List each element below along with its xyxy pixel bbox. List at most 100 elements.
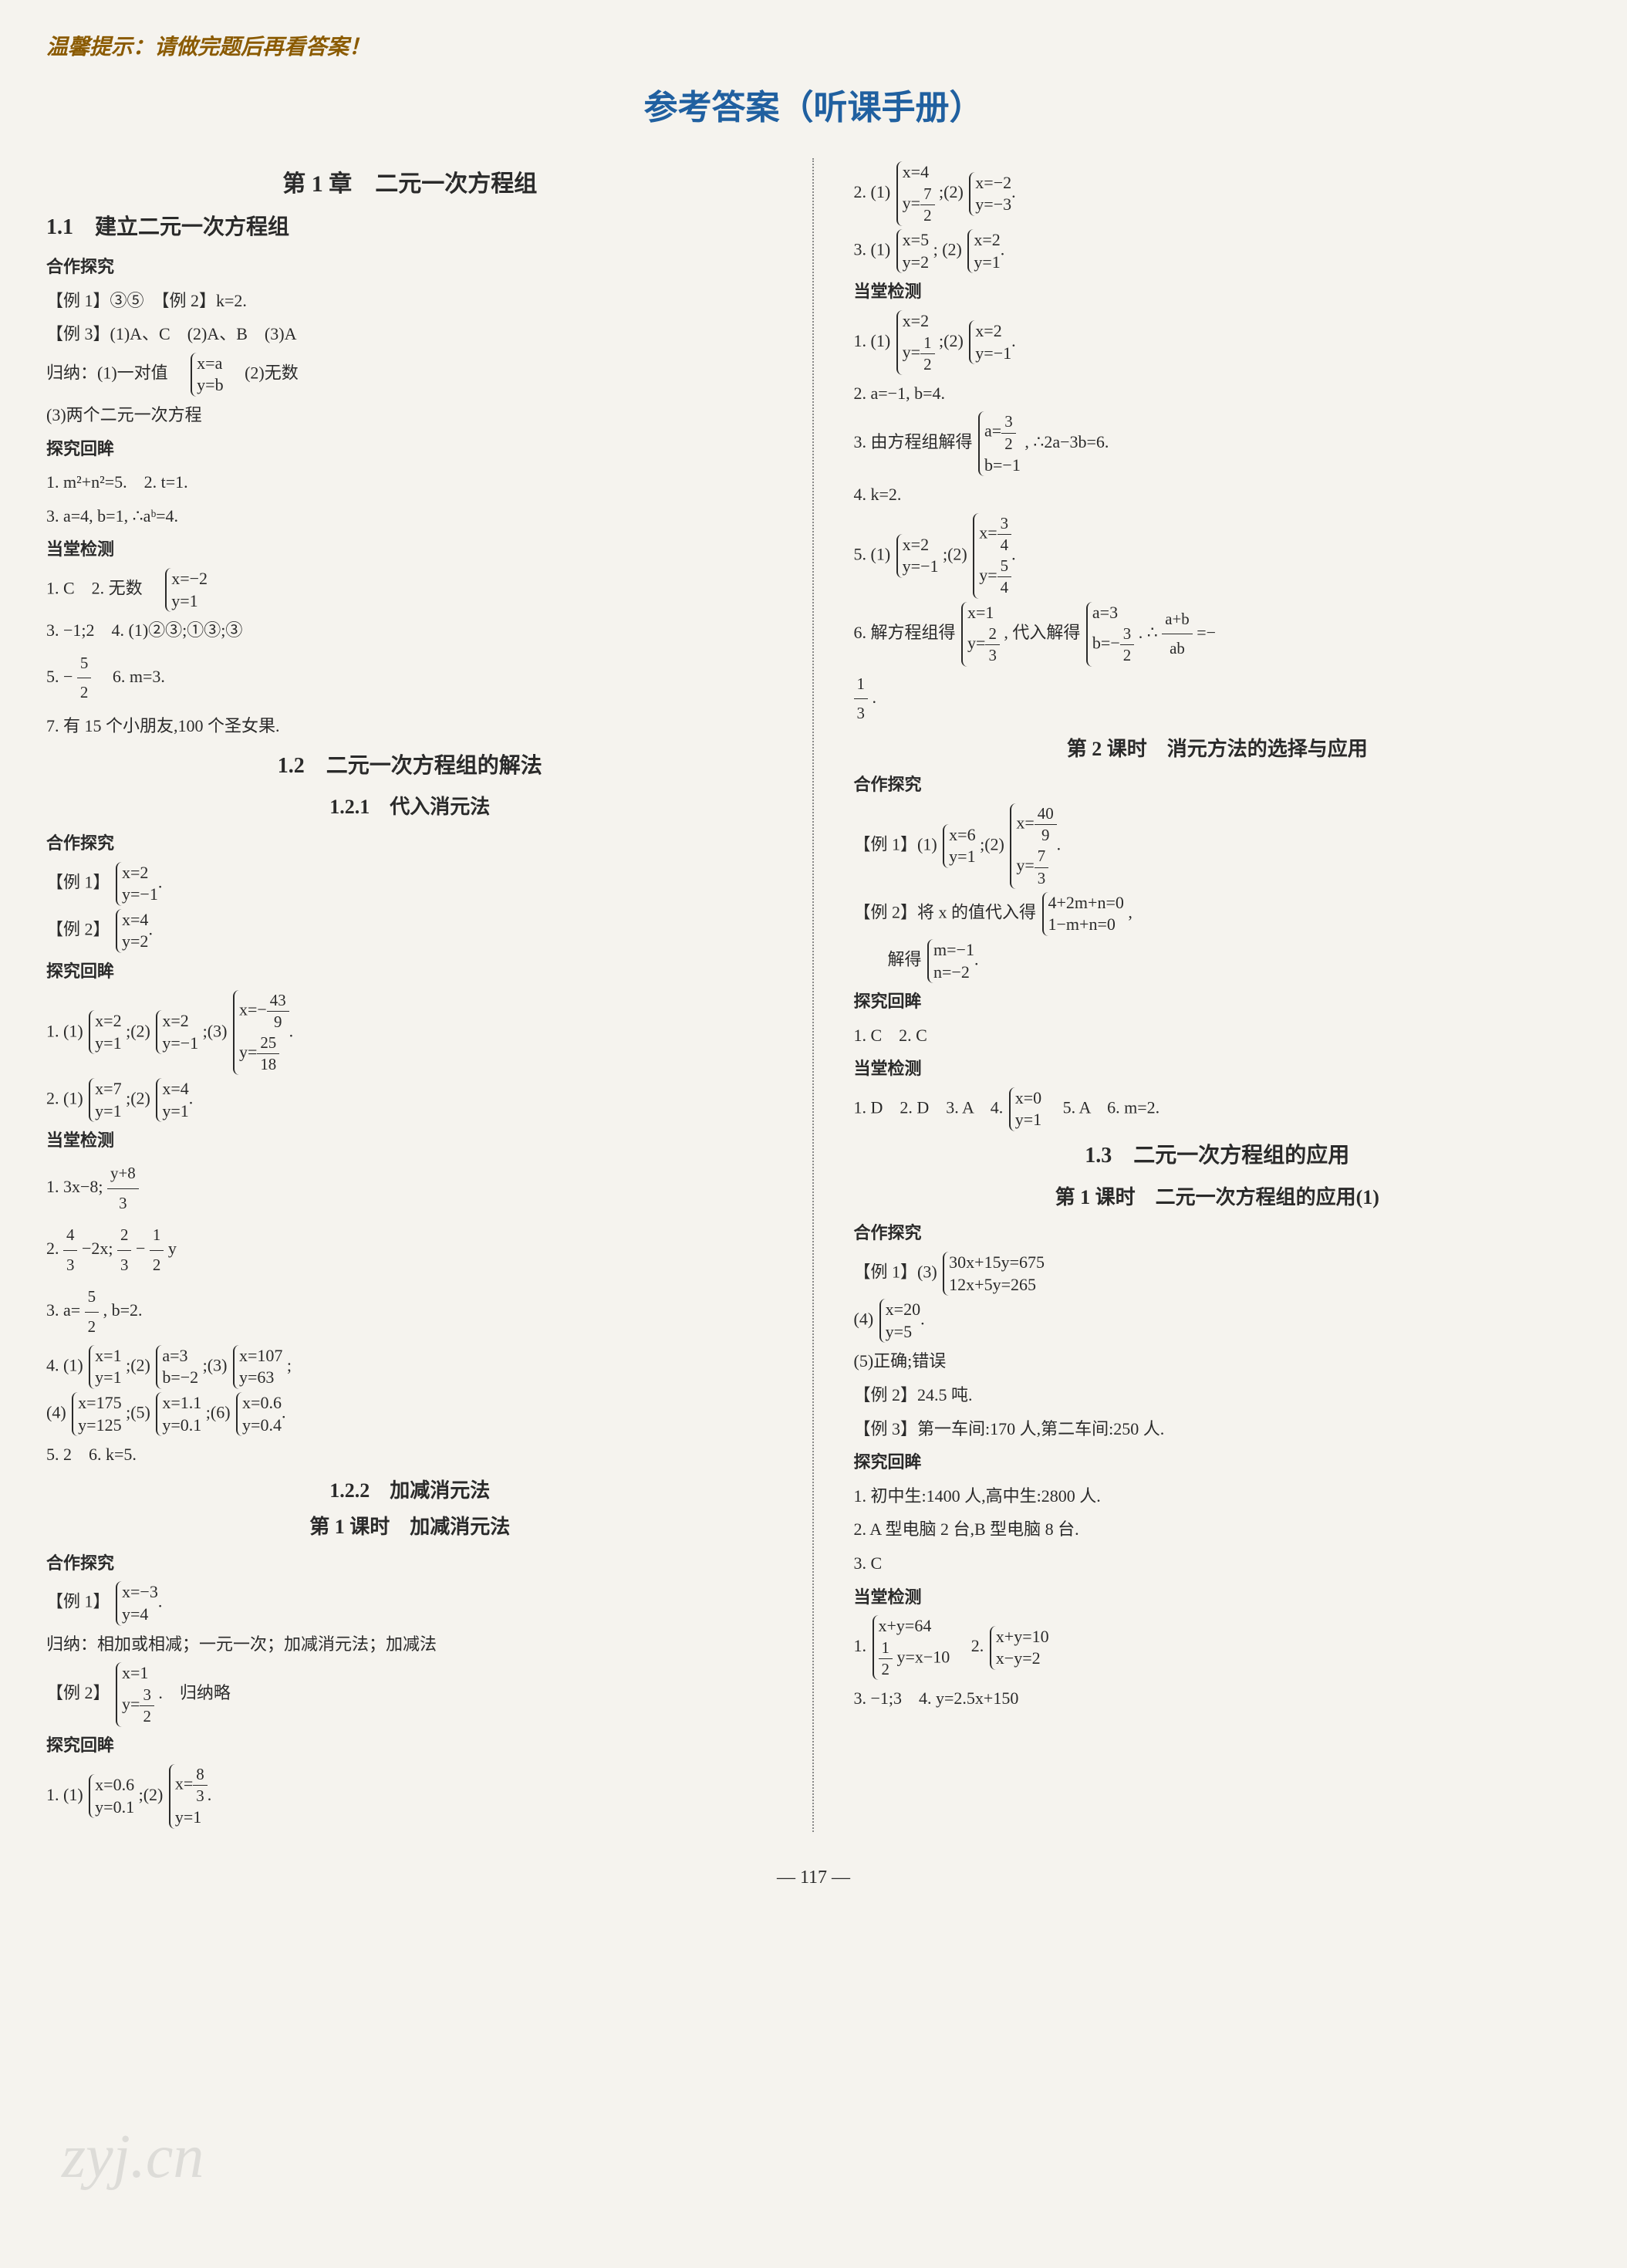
rd6b: 13 . [854, 670, 1581, 728]
gt3: 3. C [854, 1548, 1581, 1579]
rt1: 1. C 2. C [854, 1020, 1581, 1051]
label-tjhm-3: 探究回眸 [46, 1730, 774, 1761]
e2-a: x=4 [122, 909, 148, 931]
dd4: 4. (1) x=1y=1 ;(2) a=3b=−2 ;(3) x=107y=6… [46, 1345, 774, 1389]
guina-br2: y=b [197, 374, 223, 397]
rd6: 6. 解方程组得 x=1 y=23 , 代入解得 a=3 b=−32 . ∴ a… [854, 602, 1581, 667]
e1-pre: 【例 1】 [46, 872, 110, 891]
d1-pre: 1. C 2. 无数 [46, 579, 160, 598]
section-1-2-2: 1.2.2 加减消元法 [46, 1475, 774, 1507]
tq2-2a: x=4 [162, 1078, 188, 1100]
d1-br2: y=1 [171, 590, 208, 613]
e2-b: y=2 [122, 931, 148, 953]
d5-num: 5 [77, 649, 91, 679]
tip-text: 温馨提示：请做完题后再看答案！ [46, 31, 1581, 66]
ex3: 【例 3】(1)A、C (2)A、B (3)A [46, 319, 774, 350]
rd3: 3. 由方程组解得 a=32 b=−1 , ∴2a−3b=6. [854, 411, 1581, 476]
label-hztj-r: 合作探究 [854, 769, 1581, 800]
tq1-2b: y=−1 [162, 1033, 198, 1055]
t1: 1. m²+n²=5. 2. t=1. [46, 467, 774, 498]
label-dtjc-r2: 当堂检测 [854, 1053, 1581, 1084]
label-hztj-2: 合作探究 [46, 828, 774, 859]
g5: (5)正确;错误 [854, 1346, 1581, 1377]
label-dtjc-r: 当堂检测 [854, 276, 1581, 307]
e1-b: y=−1 [122, 884, 158, 906]
g-ex2: 【例 2】24.5 吨. [854, 1380, 1581, 1411]
tq1-m1: ;(2) [126, 1021, 154, 1040]
dd1: 1. 3x−8; y+83 [46, 1159, 774, 1218]
dd2: 2. 43 −2x; 23 − 12 y [46, 1221, 774, 1279]
tq1-m2: ;(3) [203, 1021, 231, 1040]
e2-pre: 【例 2】 [46, 919, 110, 938]
gd1: 1. x+y=64 12 y=x−10 2. x+y=10x−y=2 [854, 1615, 1581, 1680]
e1: 【例 1】 x=2 y=−1 . [46, 862, 774, 906]
chapter-title: 第 1 章 二元一次方程组 [46, 166, 774, 203]
ex1: 【例 1】③⑤ 【例 2】k=2. [46, 286, 774, 316]
guina-post: (2)无数 [228, 363, 299, 382]
dd1-num: y+8 [107, 1159, 139, 1189]
rd2: 2. a=−1, b=4. [854, 378, 1581, 409]
label-hztj-3: 合作探究 [46, 1548, 774, 1579]
tq1-1a: x=2 [95, 1010, 121, 1033]
label-tjhm: 探究回眸 [46, 434, 774, 465]
tq1-pre: 1. (1) [46, 1021, 87, 1040]
label-tjhm-r: 探究回眸 [854, 986, 1581, 1017]
label-hztj: 合作探究 [46, 252, 774, 282]
label-dtjc: 当堂检测 [46, 534, 774, 565]
gt1: 1. 初中生:1400 人,高中生:2800 人. [854, 1481, 1581, 1512]
tq2-2b: y=1 [162, 1100, 188, 1123]
dd1-pre: 1. 3x−8; [46, 1177, 107, 1196]
g4: (4) x=20y=5. [854, 1299, 1581, 1343]
f2: 【例 2】 x=1 y=32 . 归纳略 [46, 1662, 774, 1727]
right-column: 2. (1) x=4 y=72 ;(2) x=−2y=−3. 3. (1) x=… [854, 158, 1581, 1832]
d7: 7. 有 15 个小朋友,100 个圣女果. [46, 711, 774, 742]
rd5: 5. (1) x=2y=−1 ;(2) x=34 y=54 . [854, 513, 1581, 599]
gt2: 2. A 型电脑 2 台,B 型电脑 8 台. [854, 1514, 1581, 1545]
tq2-1b: y=1 [95, 1100, 121, 1123]
rd4: 4. k=2. [854, 479, 1581, 510]
section-1-1: 1.1 建立二元一次方程组 [46, 211, 774, 245]
content-columns: 第 1 章 二元一次方程组 1.1 建立二元一次方程组 合作探究 【例 1】③⑤… [46, 158, 1581, 1832]
section-1-2: 1.2 二元一次方程组的解法 [46, 749, 774, 784]
d5-pre: 5. − [46, 667, 73, 686]
left-column: 第 1 章 二元一次方程组 1.1 建立二元一次方程组 合作探究 【例 1】③⑤… [46, 158, 774, 1832]
guina: 归纳：(1)一对值 x=a y=b (2)无数 [46, 353, 774, 397]
tq1-2a: x=2 [162, 1010, 198, 1033]
label-hztj-r2: 合作探究 [854, 1218, 1581, 1249]
rd1: 1. (1) x=2 y=12 ;(2) x=2y=−1. [854, 310, 1581, 375]
guina-pre: 归纳：(1)一对值 [46, 363, 185, 382]
r3: 3. (1) x=5y=2 ; (2) x=2y=1. [854, 229, 1581, 273]
g-ex3: 【例 3】第一车间:170 人,第二车间:250 人. [854, 1414, 1581, 1445]
f-guina: 归纳：相加或相减；一元一次；加减消元法；加减法 [46, 1629, 774, 1660]
tq1-3a: x=−439 [239, 990, 289, 1033]
f1: 【例 1】 x=−3y=4. [46, 1581, 774, 1625]
watermark: zyj.cn [62, 2107, 204, 2206]
label-dtjc-r3: 当堂检测 [854, 1582, 1581, 1613]
tq1: 1. (1) x=2 y=1 ;(2) x=2 y=−1 ;(3) x=−439… [46, 990, 774, 1076]
d1-br1: x=−2 [171, 568, 208, 590]
section-1-2-2-k1: 第 1 课时 加减消元法 [46, 1511, 774, 1543]
ft1: 1. (1) x=0.6y=0.1 ;(2) x=83 y=1 . [46, 1764, 774, 1829]
re2: 【例 2】将 x 的值代入得 4+2m+n=01−m+n=0 , [854, 892, 1581, 936]
page-number: — 117 — [46, 1863, 1581, 1892]
label-dtjc-2: 当堂检测 [46, 1125, 774, 1156]
d3: 3. −1;2 4. (1)②③;①③;③ [46, 615, 774, 646]
r2: 2. (1) x=4 y=72 ;(2) x=−2y=−3. [854, 161, 1581, 226]
section-1-3-k1: 第 1 课时 二元一次方程组的应用(1) [854, 1181, 1581, 1214]
e2: 【例 2】 x=4 y=2 . [46, 909, 774, 953]
re2s: 解得 m=−1n=−2. [854, 939, 1581, 983]
d5-den: 2 [77, 678, 91, 708]
dd4b: (4) x=175y=125 ;(5) x=1.1y=0.1 ;(6) x=0.… [46, 1392, 774, 1436]
dd5: 5. 2 6. k=5. [46, 1439, 774, 1470]
d5: 5. − 52 6. m=3. [46, 649, 774, 708]
section-k2: 第 2 课时 消元方法的选择与应用 [854, 733, 1581, 766]
tq2-m: ;(2) [126, 1089, 154, 1108]
e1-a: x=2 [122, 862, 158, 884]
label-tjhm-2: 探究回眸 [46, 956, 774, 987]
section-1-3: 1.3 二元一次方程组的应用 [854, 1139, 1581, 1174]
section-1-2-1: 1.2.1 代入消元法 [46, 791, 774, 823]
g1: 【例 1】(3) 30x+15y=67512x+5y=265 [854, 1252, 1581, 1296]
d1: 1. C 2. 无数 x=−2 y=1 [46, 568, 774, 612]
d5-post: 6. m=3. [96, 667, 165, 686]
gd3: 3. −1;3 4. y=2.5x+150 [854, 1683, 1581, 1714]
